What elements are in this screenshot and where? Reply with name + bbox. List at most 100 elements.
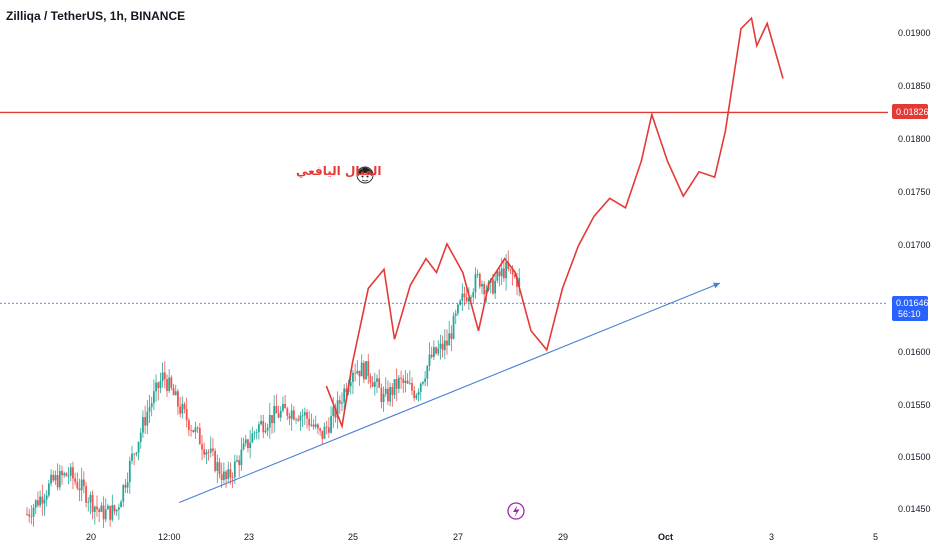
candle-body [222, 471, 225, 481]
candle-body [26, 514, 28, 515]
candle-body [459, 300, 462, 305]
candle-body [260, 421, 262, 425]
candle-body [262, 421, 265, 433]
candle-body [312, 424, 315, 427]
candle-body [406, 380, 409, 384]
lightning-icon[interactable] [507, 502, 525, 520]
candle-body [422, 381, 424, 384]
candle-body [181, 404, 184, 414]
candle-body [288, 415, 291, 419]
candle-body [205, 452, 208, 455]
candle-body [336, 400, 339, 418]
candle-body [411, 382, 413, 391]
x-tick-label: 12:00 [158, 532, 181, 542]
candle-body [323, 426, 326, 439]
candle-body [299, 415, 302, 421]
candle-body [441, 343, 444, 351]
candle-body [89, 495, 92, 503]
candle-body [43, 499, 46, 504]
candle-body [67, 475, 70, 477]
candle-body [384, 388, 387, 394]
candle-body [249, 442, 252, 449]
candle-body [373, 381, 376, 387]
candle-body [113, 505, 116, 512]
candle-body [133, 453, 136, 455]
candle-body [214, 450, 217, 471]
candle-body [481, 283, 483, 287]
candle-body [303, 412, 306, 416]
candle-countdown-label: 56:10 [898, 309, 921, 319]
candle-body [380, 387, 383, 402]
candle-body [137, 441, 140, 453]
candle-body [419, 383, 422, 392]
trendline[interactable] [179, 282, 721, 504]
candle-body [264, 430, 267, 433]
candle-body [349, 382, 352, 387]
candle-body [74, 478, 77, 482]
candle-body [174, 391, 177, 396]
y-tick-label: 0.01700 [898, 240, 931, 250]
candle-body [428, 354, 431, 366]
candle-body [117, 507, 120, 510]
candle-body [218, 462, 221, 475]
candle-body [80, 479, 83, 491]
candle-body [362, 362, 365, 380]
candle-body [341, 402, 343, 404]
candlesticks [26, 250, 521, 529]
y-tick-label: 0.01850 [898, 81, 931, 91]
candle-body [150, 403, 153, 408]
candle-body [231, 477, 234, 479]
candle-body [424, 378, 427, 382]
candle-body [470, 297, 472, 299]
candle-body [483, 283, 486, 295]
candle-body [358, 370, 361, 377]
candle-body [34, 500, 37, 508]
candle-body [306, 412, 308, 419]
candle-body [463, 293, 466, 298]
candle-body [518, 277, 521, 287]
candle-body [393, 379, 396, 395]
candle-body [104, 509, 107, 520]
x-tick-label: 23 [244, 532, 254, 542]
candle-body [69, 467, 72, 476]
candle-body [387, 388, 389, 402]
candle-body [325, 426, 328, 428]
candle-body [496, 271, 499, 281]
candle-body [402, 378, 405, 383]
chart-title: Zilliqa / TetherUS, 1h, BINANCE [6, 9, 186, 23]
candle-body [478, 273, 481, 287]
y-tick-label: 0.01750 [898, 187, 931, 197]
candle-body [139, 432, 142, 442]
candle-body [32, 507, 35, 517]
current-price-badge: 0.01646 56:10 [892, 296, 929, 321]
candle-body [356, 370, 359, 374]
candle-body [292, 410, 295, 420]
candle-body [47, 483, 50, 496]
candle-body [212, 448, 214, 451]
candle-body [354, 372, 357, 374]
candle-body [282, 403, 284, 411]
candle-body [87, 502, 90, 503]
candle-body [395, 379, 398, 389]
candle-body [194, 427, 197, 433]
candle-body [511, 269, 514, 275]
candle-body [417, 391, 420, 396]
candle-body [207, 452, 210, 453]
candle-body [240, 449, 243, 466]
price-axis[interactable]: 0.01900 0.01850 0.01800 0.01750 0.01700 … [898, 28, 931, 514]
candle-body [338, 400, 341, 404]
candle-body [507, 262, 510, 270]
candle-body [450, 333, 453, 339]
candle-body [82, 479, 85, 487]
candle-body [415, 395, 418, 399]
candle-body [310, 424, 313, 426]
x-tick-label: 5 [873, 532, 878, 542]
candle-body [96, 506, 98, 510]
time-axis[interactable]: 20 12:00 23 25 27 29 Oct 3 5 [86, 532, 878, 542]
candle-body [135, 452, 138, 455]
projection-path [325, 16, 784, 430]
candle-body [187, 420, 190, 430]
candle-body [91, 495, 94, 512]
candle-body [397, 377, 400, 389]
